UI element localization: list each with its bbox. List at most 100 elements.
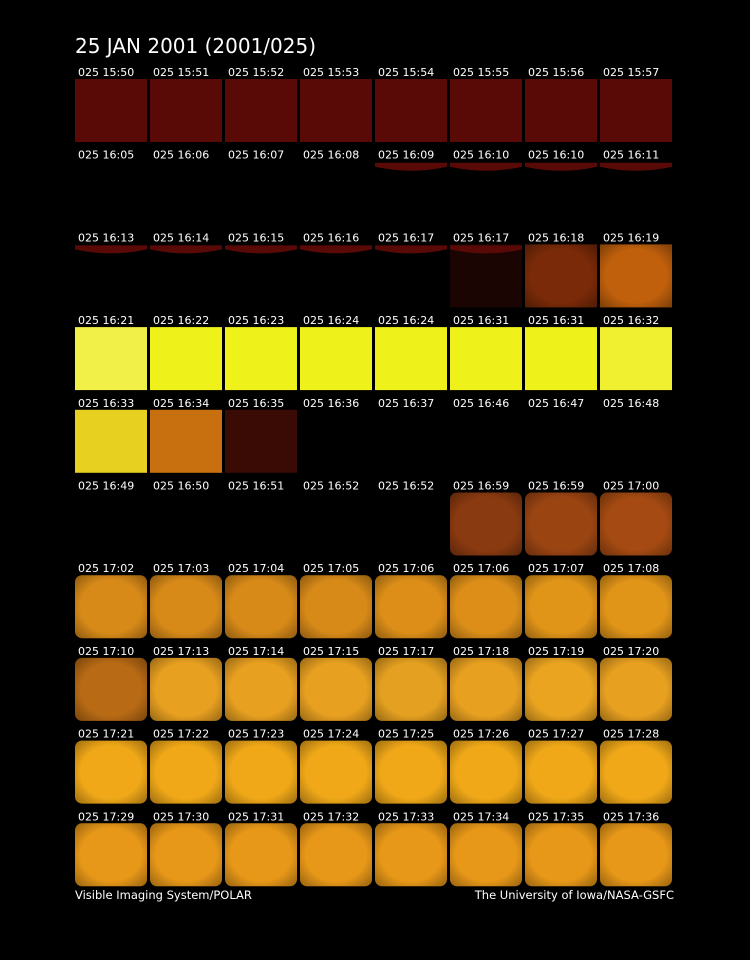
- frame-label: 025 17:25: [378, 728, 434, 741]
- frame-label: 025 16:13: [78, 231, 134, 244]
- frame-label: 025 17:33: [378, 810, 434, 823]
- frame-label: 025 17:08: [603, 562, 659, 575]
- frame-label: 025 16:52: [303, 480, 359, 493]
- frame-label: 025 17:24: [303, 728, 359, 741]
- frame-label: 025 17:36: [603, 810, 659, 823]
- frame-label: 025 16:17: [453, 231, 509, 244]
- frame-image: [525, 327, 597, 391]
- frame-label: 025 17:34: [453, 810, 509, 823]
- frame-label: 025 17:10: [78, 645, 134, 658]
- frame-shade: [75, 823, 147, 887]
- frame-label: 025 17:30: [153, 810, 209, 823]
- frame-shade: [300, 823, 372, 887]
- frame-label: 025 17:06: [378, 562, 434, 575]
- frame-shade: [525, 575, 597, 639]
- frame-label: 025 16:51: [228, 480, 284, 493]
- frame-label: 025 16:08: [303, 149, 359, 162]
- frame-label: 025 16:06: [153, 149, 209, 162]
- frame-label: 025 17:18: [453, 645, 509, 658]
- frame-image: [450, 327, 522, 391]
- frame-image: [75, 327, 147, 391]
- frame-shade: [225, 823, 297, 887]
- frame-label: 025 17:31: [228, 810, 284, 823]
- frame-label: 025 15:51: [153, 66, 209, 79]
- frame-label: 025 17:07: [528, 562, 584, 575]
- frame-shade: [300, 740, 372, 804]
- frame-shade: [450, 740, 522, 804]
- frame-label: 025 16:52: [378, 480, 434, 493]
- frame-shade: [150, 740, 222, 804]
- frame-label: 025 16:21: [78, 314, 134, 327]
- frame-label: 025 16:05: [78, 149, 134, 162]
- limb-arc: [300, 245, 372, 254]
- frame-label: 025 17:05: [303, 562, 359, 575]
- frame-shade: [450, 575, 522, 639]
- frame-label: 025 17:35: [528, 810, 584, 823]
- frame-label: 025 17:22: [153, 728, 209, 741]
- frame-label: 025 15:57: [603, 66, 659, 79]
- frame-shade: [75, 740, 147, 804]
- frame-shade: [225, 740, 297, 804]
- frame-label: 025 16:22: [153, 314, 209, 327]
- frame-label: 025 17:21: [78, 728, 134, 741]
- frame-label: 025 16:18: [528, 231, 584, 244]
- frame-image: [225, 327, 297, 391]
- frame-shade: [525, 823, 597, 887]
- frame-label: 025 17:13: [153, 645, 209, 658]
- frame-label: 025 16:23: [228, 314, 284, 327]
- frame-image: [150, 327, 222, 391]
- frame-label: 025 17:28: [603, 728, 659, 741]
- frame-label: 025 15:56: [528, 66, 584, 79]
- frame-shade: [600, 492, 672, 556]
- frame-label: 025 15:53: [303, 66, 359, 79]
- frame-shade: [450, 823, 522, 887]
- frame-label: 025 16:07: [228, 149, 284, 162]
- frame-shade: [450, 657, 522, 721]
- frame-image: [600, 79, 672, 142]
- frame-label: 025 17:06: [453, 562, 509, 575]
- frame-shade: [225, 657, 297, 721]
- frame-image: [375, 327, 447, 391]
- frame-label: 025 16:47: [528, 397, 584, 410]
- frame-shade: [375, 575, 447, 639]
- frame-label: 025 16:32: [603, 314, 659, 327]
- frame-image: [600, 327, 672, 391]
- frame-label: 025 17:03: [153, 562, 209, 575]
- limb-arc: [225, 245, 297, 254]
- frame-label: 025 15:50: [78, 66, 134, 79]
- frame-image: [525, 79, 597, 142]
- frame-shade: [150, 823, 222, 887]
- frame-label: 025 15:54: [378, 66, 434, 79]
- footer-right: The University of Iowa/NASA-GSFC: [474, 888, 674, 902]
- title: 25 JAN 2001 (2001/025): [75, 34, 316, 58]
- frame-label: 025 16:24: [303, 314, 359, 327]
- frame-shade: [600, 575, 672, 639]
- frame-label: 025 17:29: [78, 810, 134, 823]
- frame-image: [300, 327, 372, 391]
- frame-label: 025 17:00: [603, 480, 659, 493]
- frame-label: 025 16:34: [153, 397, 209, 410]
- frame-shade: [375, 657, 447, 721]
- frame-label: 025 15:55: [453, 66, 509, 79]
- frame-shade: [150, 657, 222, 721]
- frame-label: 025 16:59: [528, 480, 584, 493]
- frame-label: 025 17:23: [228, 728, 284, 741]
- frame-image: [225, 79, 297, 142]
- limb-arc: [75, 245, 147, 254]
- frame-label: 025 16:17: [378, 231, 434, 244]
- frame-label: 025 16:10: [453, 149, 509, 162]
- frame-label: 025 17:02: [78, 562, 134, 575]
- frame-image: [450, 244, 522, 308]
- frame-label: 025 17:15: [303, 645, 359, 658]
- frame-image: [150, 409, 222, 473]
- frame-label: 025 17:17: [378, 645, 434, 658]
- frame-label: 025 17:26: [453, 728, 509, 741]
- frame-shade: [600, 740, 672, 804]
- frame-label: 025 16:09: [378, 149, 434, 162]
- frame-label: 025 16:24: [378, 314, 434, 327]
- limb-arc: [375, 245, 447, 254]
- frame-shade: [600, 823, 672, 887]
- frame-shade: [525, 740, 597, 804]
- frame-label: 025 16:35: [228, 397, 284, 410]
